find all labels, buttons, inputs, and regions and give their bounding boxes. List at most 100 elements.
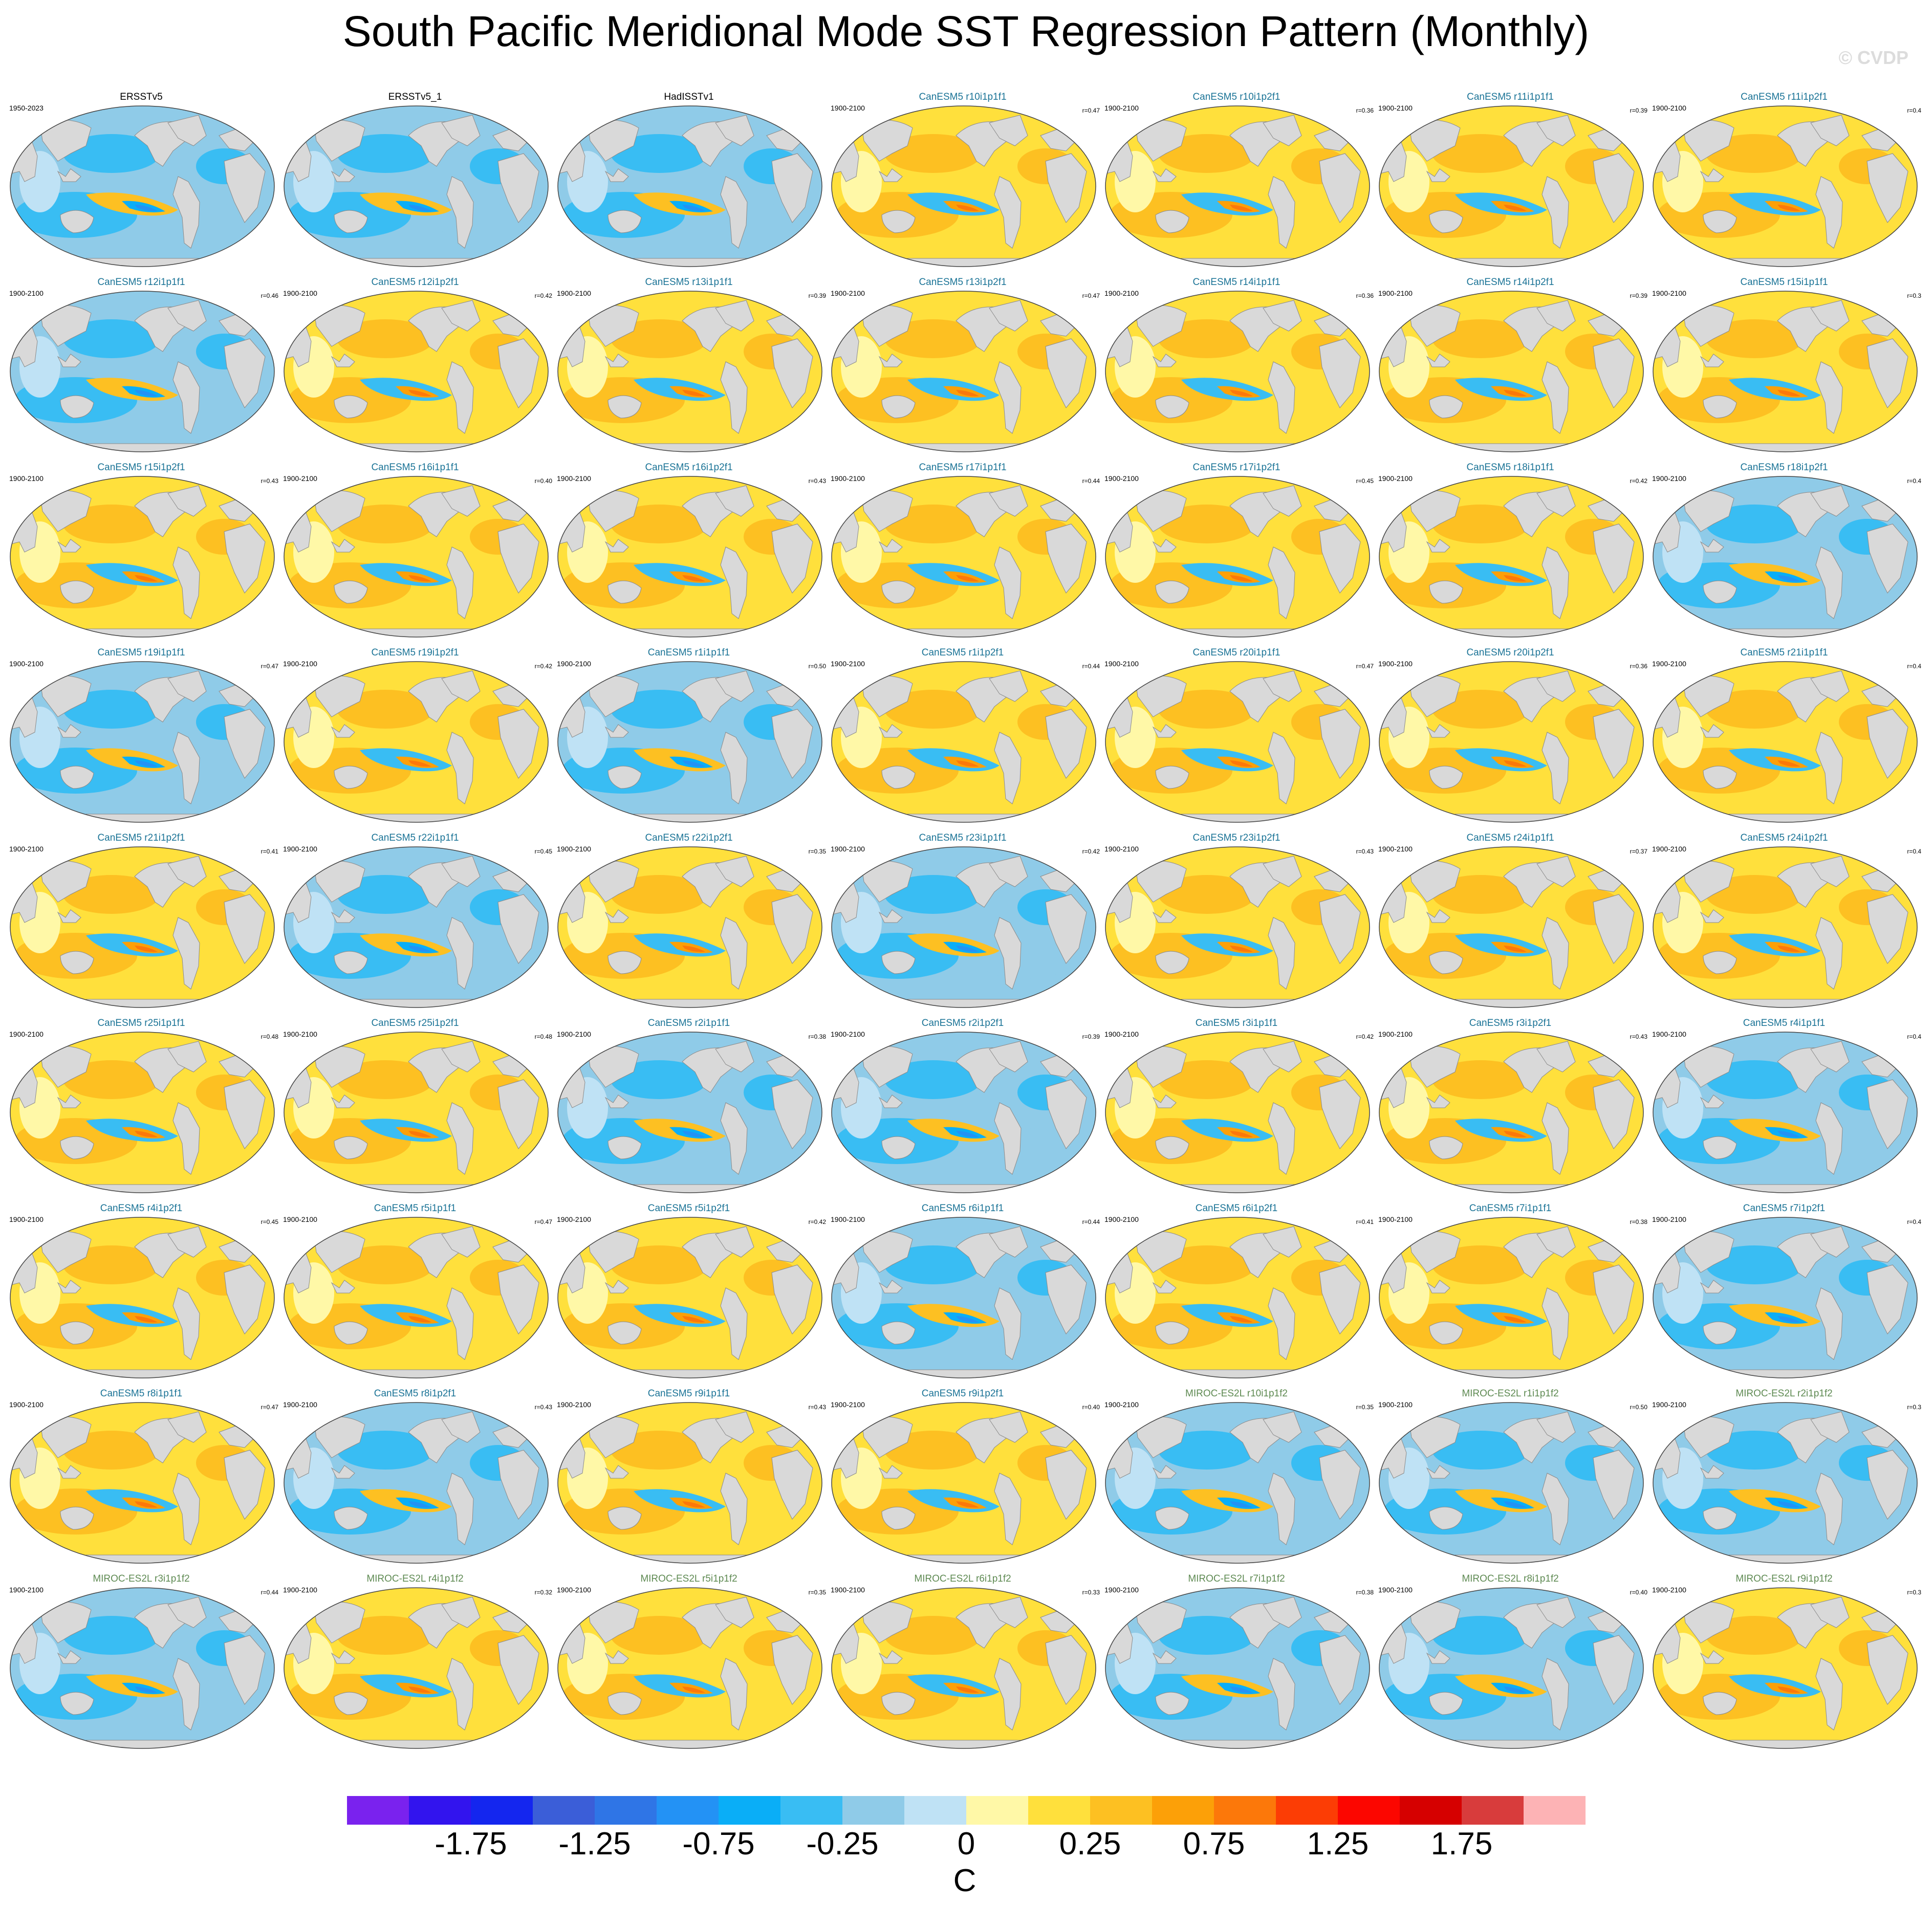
- land-mass: [1593, 894, 1635, 964]
- land-mass: [1429, 1506, 1463, 1530]
- sst-anomaly-region: [1432, 134, 1529, 173]
- panel-title: CanESM5 r18i1p1f1: [1466, 462, 1554, 473]
- land-mass: [60, 210, 94, 233]
- land-mass: [1426, 1650, 1450, 1664]
- map-panel: CanESM5 r13i1p1f1 1900-2100 r=0.39: [552, 275, 826, 460]
- panel-period: 1900-2100: [831, 289, 865, 297]
- panel-title: CanESM5 r16i1p1f1: [371, 462, 459, 473]
- map-border: [10, 1217, 275, 1378]
- land-mass: [604, 1465, 629, 1479]
- colorbar-tick-label: -0.25: [806, 1826, 879, 1862]
- land-mass: [1152, 1280, 1177, 1294]
- colorbar-swatch: [595, 1796, 657, 1825]
- panel-title: CanESM5 r21i1p1f1: [1740, 647, 1828, 658]
- sst-anomaly-peak: [1777, 1687, 1800, 1693]
- land-mass: [1542, 1287, 1569, 1360]
- sst-anomaly-region: [611, 1616, 708, 1655]
- panel-period: 1900-2100: [831, 104, 865, 112]
- land-mass: [1700, 724, 1724, 738]
- sst-map: [1105, 291, 1370, 452]
- panel-pattern-correlation: r=0.48: [534, 1033, 552, 1040]
- land-mass: [1152, 909, 1177, 923]
- sst-map: [1653, 105, 1918, 267]
- sst-map: [10, 1217, 275, 1378]
- sst-map: [284, 476, 549, 638]
- panel-title: CanESM5 r6i1p1f1: [921, 1203, 1004, 1214]
- panel-period: 1900-2100: [1652, 1215, 1686, 1223]
- panel-title: CanESM5 r9i1p1f1: [647, 1388, 730, 1399]
- colorbar-tick-label: -0.75: [682, 1826, 755, 1862]
- sst-map: [1105, 1587, 1370, 1749]
- panel-pattern-correlation: r=0.4: [1907, 107, 1921, 114]
- land-mass: [331, 1465, 355, 1479]
- land-mass: [1268, 176, 1295, 249]
- map-panel: MIROC-ES2L r10i1p1f2 1900-2100 r=0.35: [1099, 1386, 1374, 1571]
- land-mass: [881, 210, 916, 233]
- land-mass: [1263, 300, 1302, 332]
- sst-anomaly-peak: [956, 390, 979, 397]
- sst-anomaly-region: [1432, 505, 1529, 543]
- map-border: [1379, 291, 1644, 452]
- panel-pattern-correlation: r=0.47: [1082, 107, 1100, 114]
- land-mass: [878, 539, 903, 553]
- land-mass: [989, 1041, 1028, 1072]
- land-mass: [408, 121, 460, 167]
- map-panel: CanESM5 r1i1p2f1 1900-2100 r=0.44: [826, 645, 1100, 830]
- land-mass: [607, 580, 642, 604]
- land-mass: [172, 1102, 200, 1175]
- sst-anomaly-peak: [1777, 1316, 1800, 1323]
- land-mass: [1155, 1692, 1189, 1715]
- sst-map: [557, 661, 822, 823]
- map-border: [10, 1587, 275, 1749]
- panel-title: CanESM5 r10i1p2f1: [1192, 92, 1280, 102]
- panel-title: MIROC-ES2L r7i1p1f2: [1188, 1573, 1285, 1584]
- panel-pattern-correlation: r=0.44: [1082, 1218, 1100, 1225]
- land-mass: [134, 1047, 186, 1093]
- panel-period: 1900-2100: [9, 845, 44, 853]
- land-mass: [1152, 1094, 1177, 1108]
- panel-pattern-correlation: r=0.37: [1630, 848, 1647, 855]
- land-mass: [134, 677, 186, 722]
- panel-title: CanESM5 r20i1p1f1: [1192, 647, 1280, 658]
- map-border: [1105, 661, 1370, 823]
- land-mass: [1503, 677, 1555, 722]
- land-mass: [771, 338, 813, 408]
- panel-title: CanESM5 r10i1p1f1: [919, 92, 1007, 102]
- land-mass: [172, 176, 200, 249]
- panel-pattern-correlation: r=0.43: [1630, 1033, 1647, 1040]
- panel-pattern-correlation: r=0.33: [1082, 1589, 1100, 1596]
- land-mass: [134, 492, 186, 537]
- land-mass: [334, 210, 368, 233]
- panel-pattern-correlation: r=0.40: [1630, 1589, 1647, 1596]
- panel-period: 1900-2100: [831, 1400, 865, 1409]
- sst-anomaly-region: [1706, 134, 1803, 173]
- sst-map: [557, 846, 822, 1008]
- colorbar-swatch: [904, 1796, 967, 1825]
- land-mass: [1536, 1041, 1576, 1072]
- land-mass: [134, 121, 186, 167]
- map-border: [284, 661, 549, 823]
- map-border: [831, 291, 1096, 452]
- panel-pattern-correlation: r=0.40: [1082, 1404, 1100, 1411]
- panel-pattern-correlation: r=0.38: [1356, 1589, 1374, 1596]
- panel-period: 1900-2100: [283, 1586, 317, 1594]
- land-mass: [771, 1079, 813, 1149]
- map-panel: CanESM5 r20i1p2f1 1900-2100 r=0.36: [1373, 645, 1647, 830]
- land-mass: [441, 1411, 481, 1443]
- land-mass: [134, 306, 186, 352]
- panel-title: CanESM5 r13i1p1f1: [645, 277, 733, 288]
- land-mass: [1045, 1635, 1087, 1705]
- land-mass: [682, 306, 734, 352]
- land-mass: [172, 1473, 200, 1545]
- panel-pattern-correlation: r=0.3: [1907, 292, 1921, 299]
- land-mass: [607, 395, 642, 419]
- land-mass: [1045, 709, 1087, 779]
- land-mass: [715, 115, 754, 146]
- sst-anomaly-peak: [682, 1501, 705, 1508]
- land-mass: [878, 1465, 903, 1479]
- land-mass: [1155, 951, 1189, 974]
- panel-title: CanESM5 r21i1p2f1: [97, 833, 185, 843]
- sst-anomaly-region: [611, 1431, 708, 1470]
- land-mass: [720, 361, 748, 434]
- land-mass: [878, 1650, 903, 1664]
